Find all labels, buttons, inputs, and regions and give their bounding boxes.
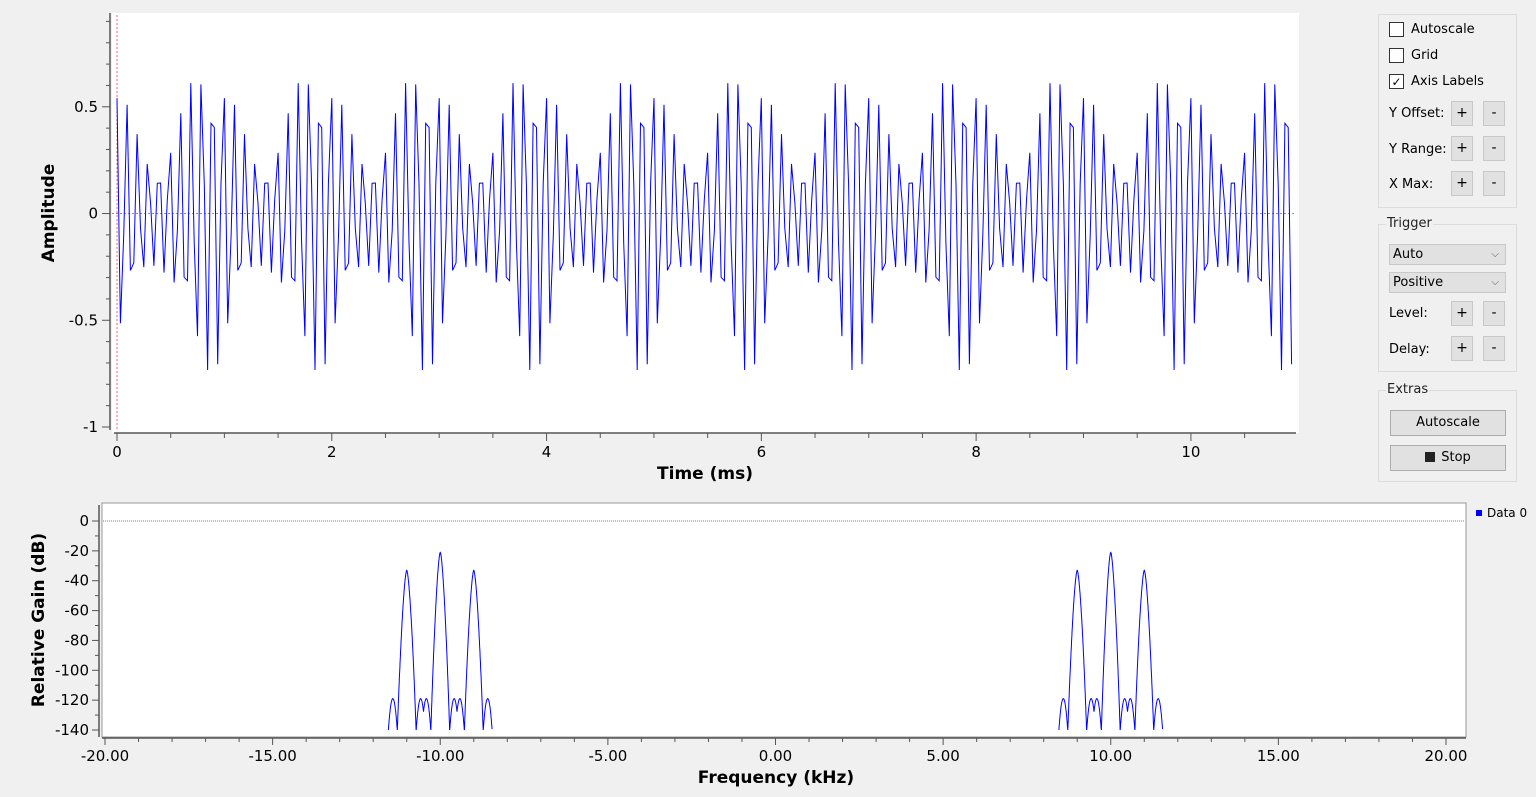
x-tick-label: -15.00	[248, 747, 296, 765]
stop-button[interactable]: Stop	[1390, 445, 1506, 471]
x-axis-title: Frequency (kHz)	[698, 768, 854, 788]
delay-plus-button[interactable]: +	[1451, 336, 1473, 361]
x-tick-label: 15.00	[1257, 747, 1300, 765]
x-max-minus-button[interactable]: -	[1483, 171, 1505, 196]
legend-swatch	[1476, 510, 1482, 516]
checkbox-box	[1389, 22, 1404, 37]
y-tick-label: -40	[65, 572, 90, 590]
x-tick-label: 6	[757, 443, 767, 461]
x-tick-label: 20.00	[1425, 747, 1468, 765]
legend-label: Data 0	[1487, 506, 1528, 520]
y-tick-label: 0.5	[74, 98, 98, 116]
level-minus-button[interactable]: -	[1483, 301, 1505, 326]
x-tick-label: 5.00	[926, 747, 959, 765]
x-tick-label: -20.00	[81, 747, 129, 765]
chevron-down-icon: ⌵	[1491, 277, 1499, 288]
time-series-line	[116, 83, 1293, 371]
level-plus-button[interactable]: +	[1451, 301, 1473, 326]
y-range-plus-button[interactable]: +	[1451, 136, 1473, 161]
x-tick-label: 8	[971, 443, 981, 461]
y-tick-label: -100	[55, 661, 89, 679]
stop-label: Stop	[1441, 450, 1471, 465]
y-range-label: Y Range:	[1389, 142, 1447, 157]
y-axis-title: Amplitude	[39, 164, 59, 263]
level-label: Level:	[1389, 306, 1428, 321]
delay-minus-button[interactable]: -	[1483, 336, 1505, 361]
y-tick-label: 0	[79, 512, 89, 530]
grid-label: Grid	[1411, 48, 1439, 63]
extras-title: Extras	[1386, 382, 1430, 397]
axis-labels-label: Axis Labels	[1411, 74, 1484, 89]
trigger-mode-value: Auto	[1393, 247, 1424, 262]
trigger-mode-select[interactable]: Auto ⌵	[1389, 244, 1506, 265]
y-offset-label: Y Offset:	[1389, 106, 1445, 121]
y-tick-label: -20	[65, 542, 90, 560]
y-tick-label: 0	[88, 205, 98, 223]
x-tick-label: 4	[542, 443, 552, 461]
x-tick-label: -10.00	[416, 747, 464, 765]
y-tick-label: -120	[55, 691, 89, 709]
delay-label: Delay:	[1389, 342, 1430, 357]
extras-group	[1378, 390, 1517, 482]
trigger-title: Trigger	[1386, 216, 1433, 231]
autoscale-label: Autoscale	[1411, 22, 1475, 37]
autoscale-checkbox[interactable]: Autoscale	[1389, 22, 1475, 37]
grid-checkbox[interactable]: Grid	[1389, 48, 1438, 63]
legend-item-data-0[interactable]: Data 0	[1476, 506, 1527, 520]
freq-plot-canvas	[101, 502, 1467, 738]
x-tick-label: 0.00	[759, 747, 792, 765]
checkbox-box	[1389, 48, 1404, 63]
stop-icon	[1425, 452, 1436, 462]
x-tick-label: 0	[112, 443, 122, 461]
spectrum-line-cluster	[1058, 551, 1163, 731]
y-tick-label: -1	[83, 418, 98, 436]
axis-labels-checkbox[interactable]: ✓ Axis Labels	[1389, 74, 1484, 89]
y-offset-minus-button[interactable]: -	[1483, 101, 1505, 126]
x-max-label: X Max:	[1389, 177, 1434, 192]
x-max-plus-button[interactable]: +	[1451, 171, 1473, 196]
y-offset-plus-button[interactable]: +	[1451, 101, 1473, 126]
display-options-group	[1378, 14, 1517, 208]
x-tick-label: 10	[1181, 443, 1200, 461]
x-tick-label: 10.00	[1089, 747, 1132, 765]
trigger-group	[1378, 224, 1517, 372]
chevron-down-icon: ⌵	[1491, 249, 1499, 260]
spectrum-line-cluster	[387, 551, 493, 731]
y-range-minus-button[interactable]: -	[1483, 136, 1505, 161]
y-axis-title: Relative Gain (dB)	[29, 533, 49, 707]
trigger-slope-value: Positive	[1393, 275, 1444, 290]
autoscale-button[interactable]: Autoscale	[1390, 410, 1506, 436]
x-tick-label: 2	[327, 443, 337, 461]
check-icon: ✓	[1389, 74, 1404, 89]
y-tick-label: -140	[55, 721, 89, 739]
y-tick-label: -0.5	[69, 311, 98, 329]
trigger-slope-select[interactable]: Positive ⌵	[1389, 272, 1506, 293]
x-axis-title: Time (ms)	[657, 464, 753, 484]
y-tick-label: -80	[65, 631, 90, 649]
y-tick-label: -60	[65, 602, 90, 620]
x-tick-label: -5.00	[588, 747, 627, 765]
